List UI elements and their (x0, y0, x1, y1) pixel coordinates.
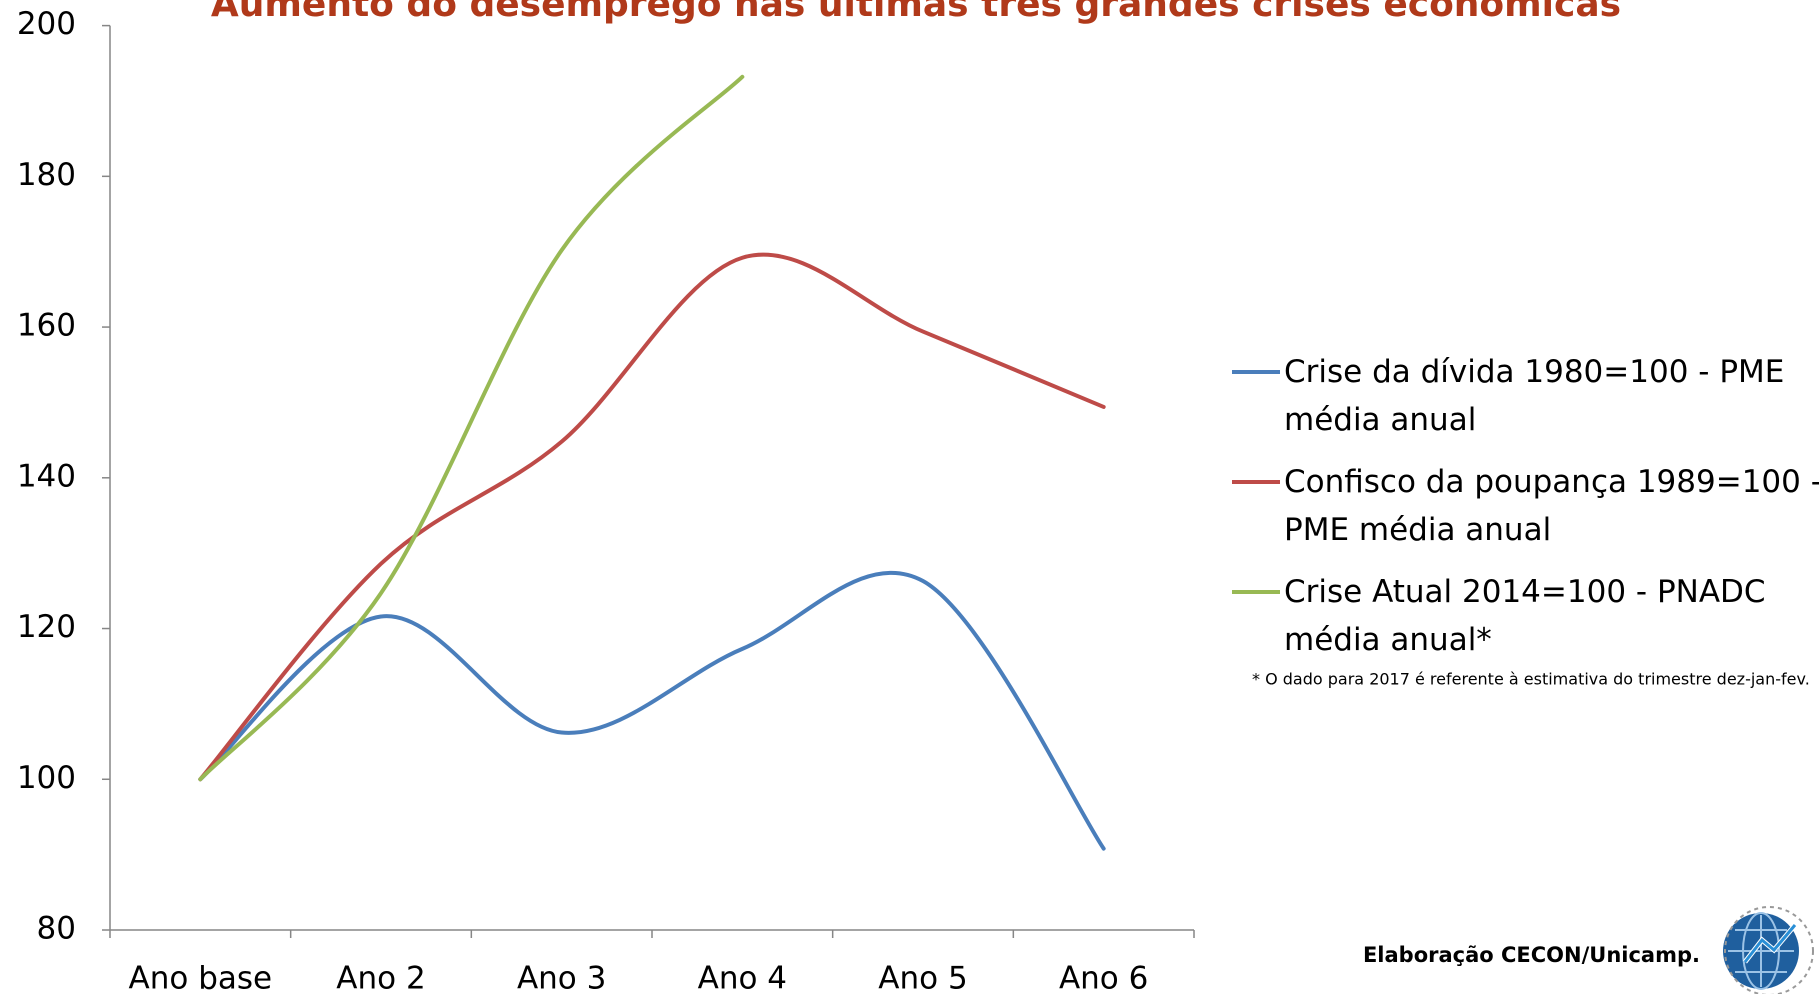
x-tick-label: Ano 4 (698, 961, 787, 994)
x-tick-label: Ano 2 (336, 961, 425, 994)
chart-title: Aumento do desemprego nas últimas três g… (211, 0, 1621, 25)
y-tick-label: 80 (37, 911, 76, 947)
y-tick-label: 140 (17, 458, 76, 494)
legend-label: Crise Atual 2014=100 - PNADC média anual… (1284, 574, 1766, 658)
series-line (198, 74, 745, 782)
legend-label: Crise da dívida 1980=100 - PME média anu… (1284, 354, 1785, 438)
series-line (198, 570, 1106, 851)
y-tick-label: 100 (17, 760, 76, 796)
x-tick-label: Ano 6 (1059, 961, 1148, 994)
footnote: * O dado para 2017 é referente à estimat… (1252, 670, 1810, 689)
x-tick-label: Ano 5 (878, 961, 967, 994)
logo (1723, 906, 1814, 994)
x-tick-label: Ano base (129, 961, 273, 994)
y-tick-label: 200 (17, 6, 76, 42)
credit: Elaboração CECON/Unicamp. (1363, 943, 1700, 967)
y-tick-label: 180 (17, 157, 76, 193)
legend-label: Confisco da poupança 1989=100 - PME médi… (1284, 464, 1819, 548)
series-line (198, 252, 1106, 782)
y-tick-label: 120 (17, 609, 76, 645)
y-tick-label: 160 (17, 308, 76, 344)
x-tick-label: Ano 3 (517, 961, 606, 994)
